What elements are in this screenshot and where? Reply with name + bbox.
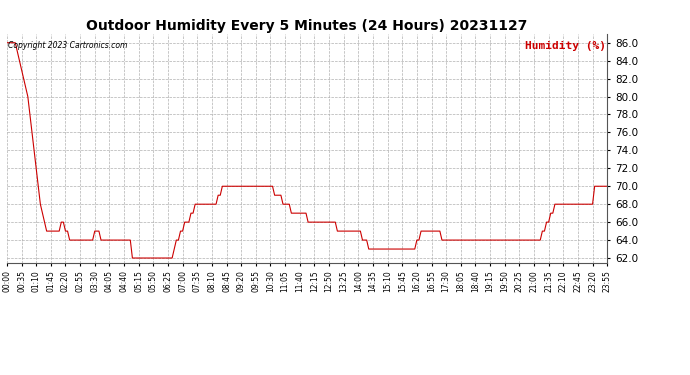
Text: Humidity (%): Humidity (%) [525,40,606,51]
Title: Outdoor Humidity Every 5 Minutes (24 Hours) 20231127: Outdoor Humidity Every 5 Minutes (24 Hou… [86,19,528,33]
Text: Copyright 2023 Cartronics.com: Copyright 2023 Cartronics.com [8,40,128,50]
